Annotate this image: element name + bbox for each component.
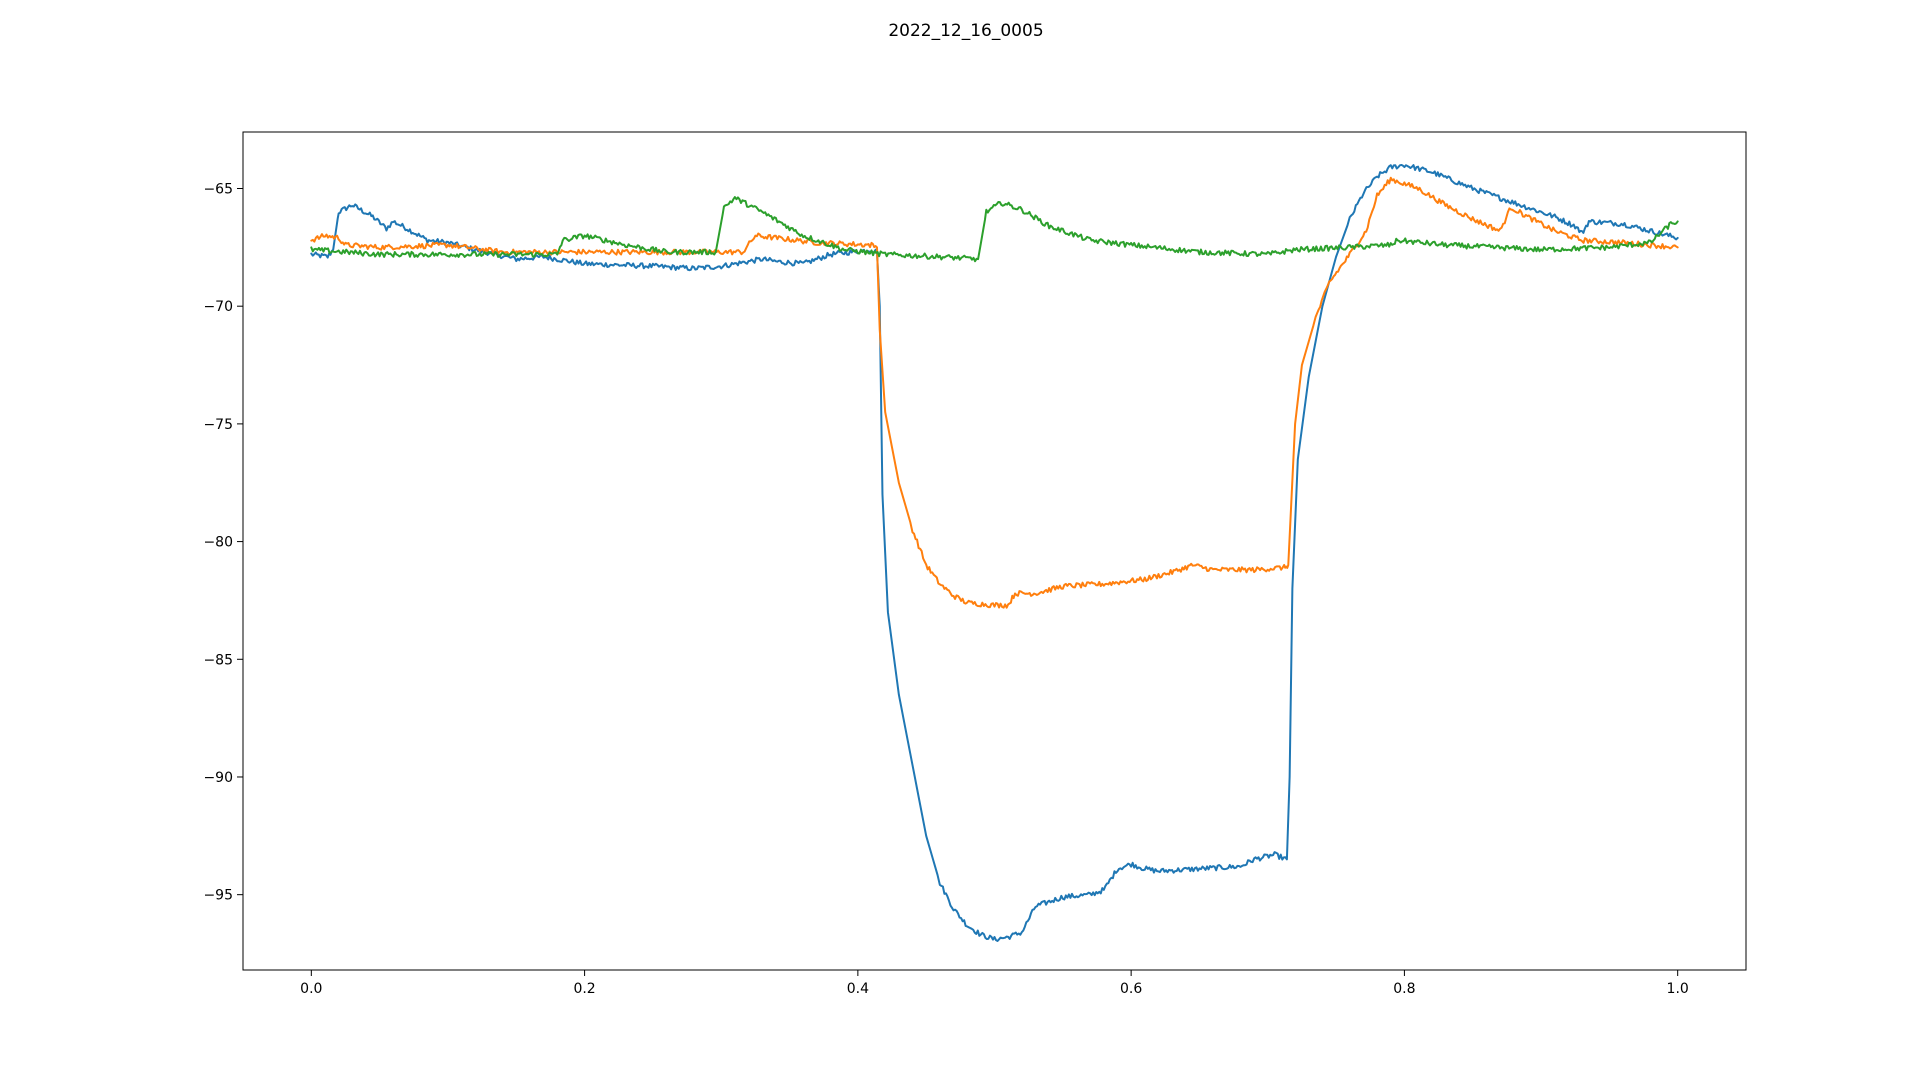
series-line-3 <box>310 196 1679 263</box>
x-tick-label: 0.2 <box>573 981 595 997</box>
y-tick-label: −90 <box>203 770 233 786</box>
y-tick-label: −85 <box>203 652 233 668</box>
y-tick-label: −70 <box>203 299 233 315</box>
plot-area <box>242 131 1747 971</box>
y-tick-label: −75 <box>203 417 233 433</box>
y-tick-label: −95 <box>203 888 233 904</box>
y-axis: −65 −70 −75 −80 −85 −90 −95 <box>203 181 243 904</box>
x-axis: 0.0 0.2 0.4 0.6 0.8 1.0 <box>300 970 1689 997</box>
chart-title: 2022_12_16_0005 <box>888 21 1043 41</box>
y-tick-label: −65 <box>203 181 233 197</box>
x-tick-label: 0.6 <box>1120 981 1142 997</box>
series-layer <box>310 163 1679 942</box>
x-tick-label: 0.0 <box>300 981 322 997</box>
y-tick-label: −80 <box>203 535 233 551</box>
series-line-2 <box>310 176 1679 609</box>
x-tick-label: 0.8 <box>1393 981 1415 997</box>
x-tick-label: 0.4 <box>847 981 869 997</box>
x-tick-label: 1.0 <box>1667 981 1689 997</box>
axes-frame <box>242 131 1747 971</box>
